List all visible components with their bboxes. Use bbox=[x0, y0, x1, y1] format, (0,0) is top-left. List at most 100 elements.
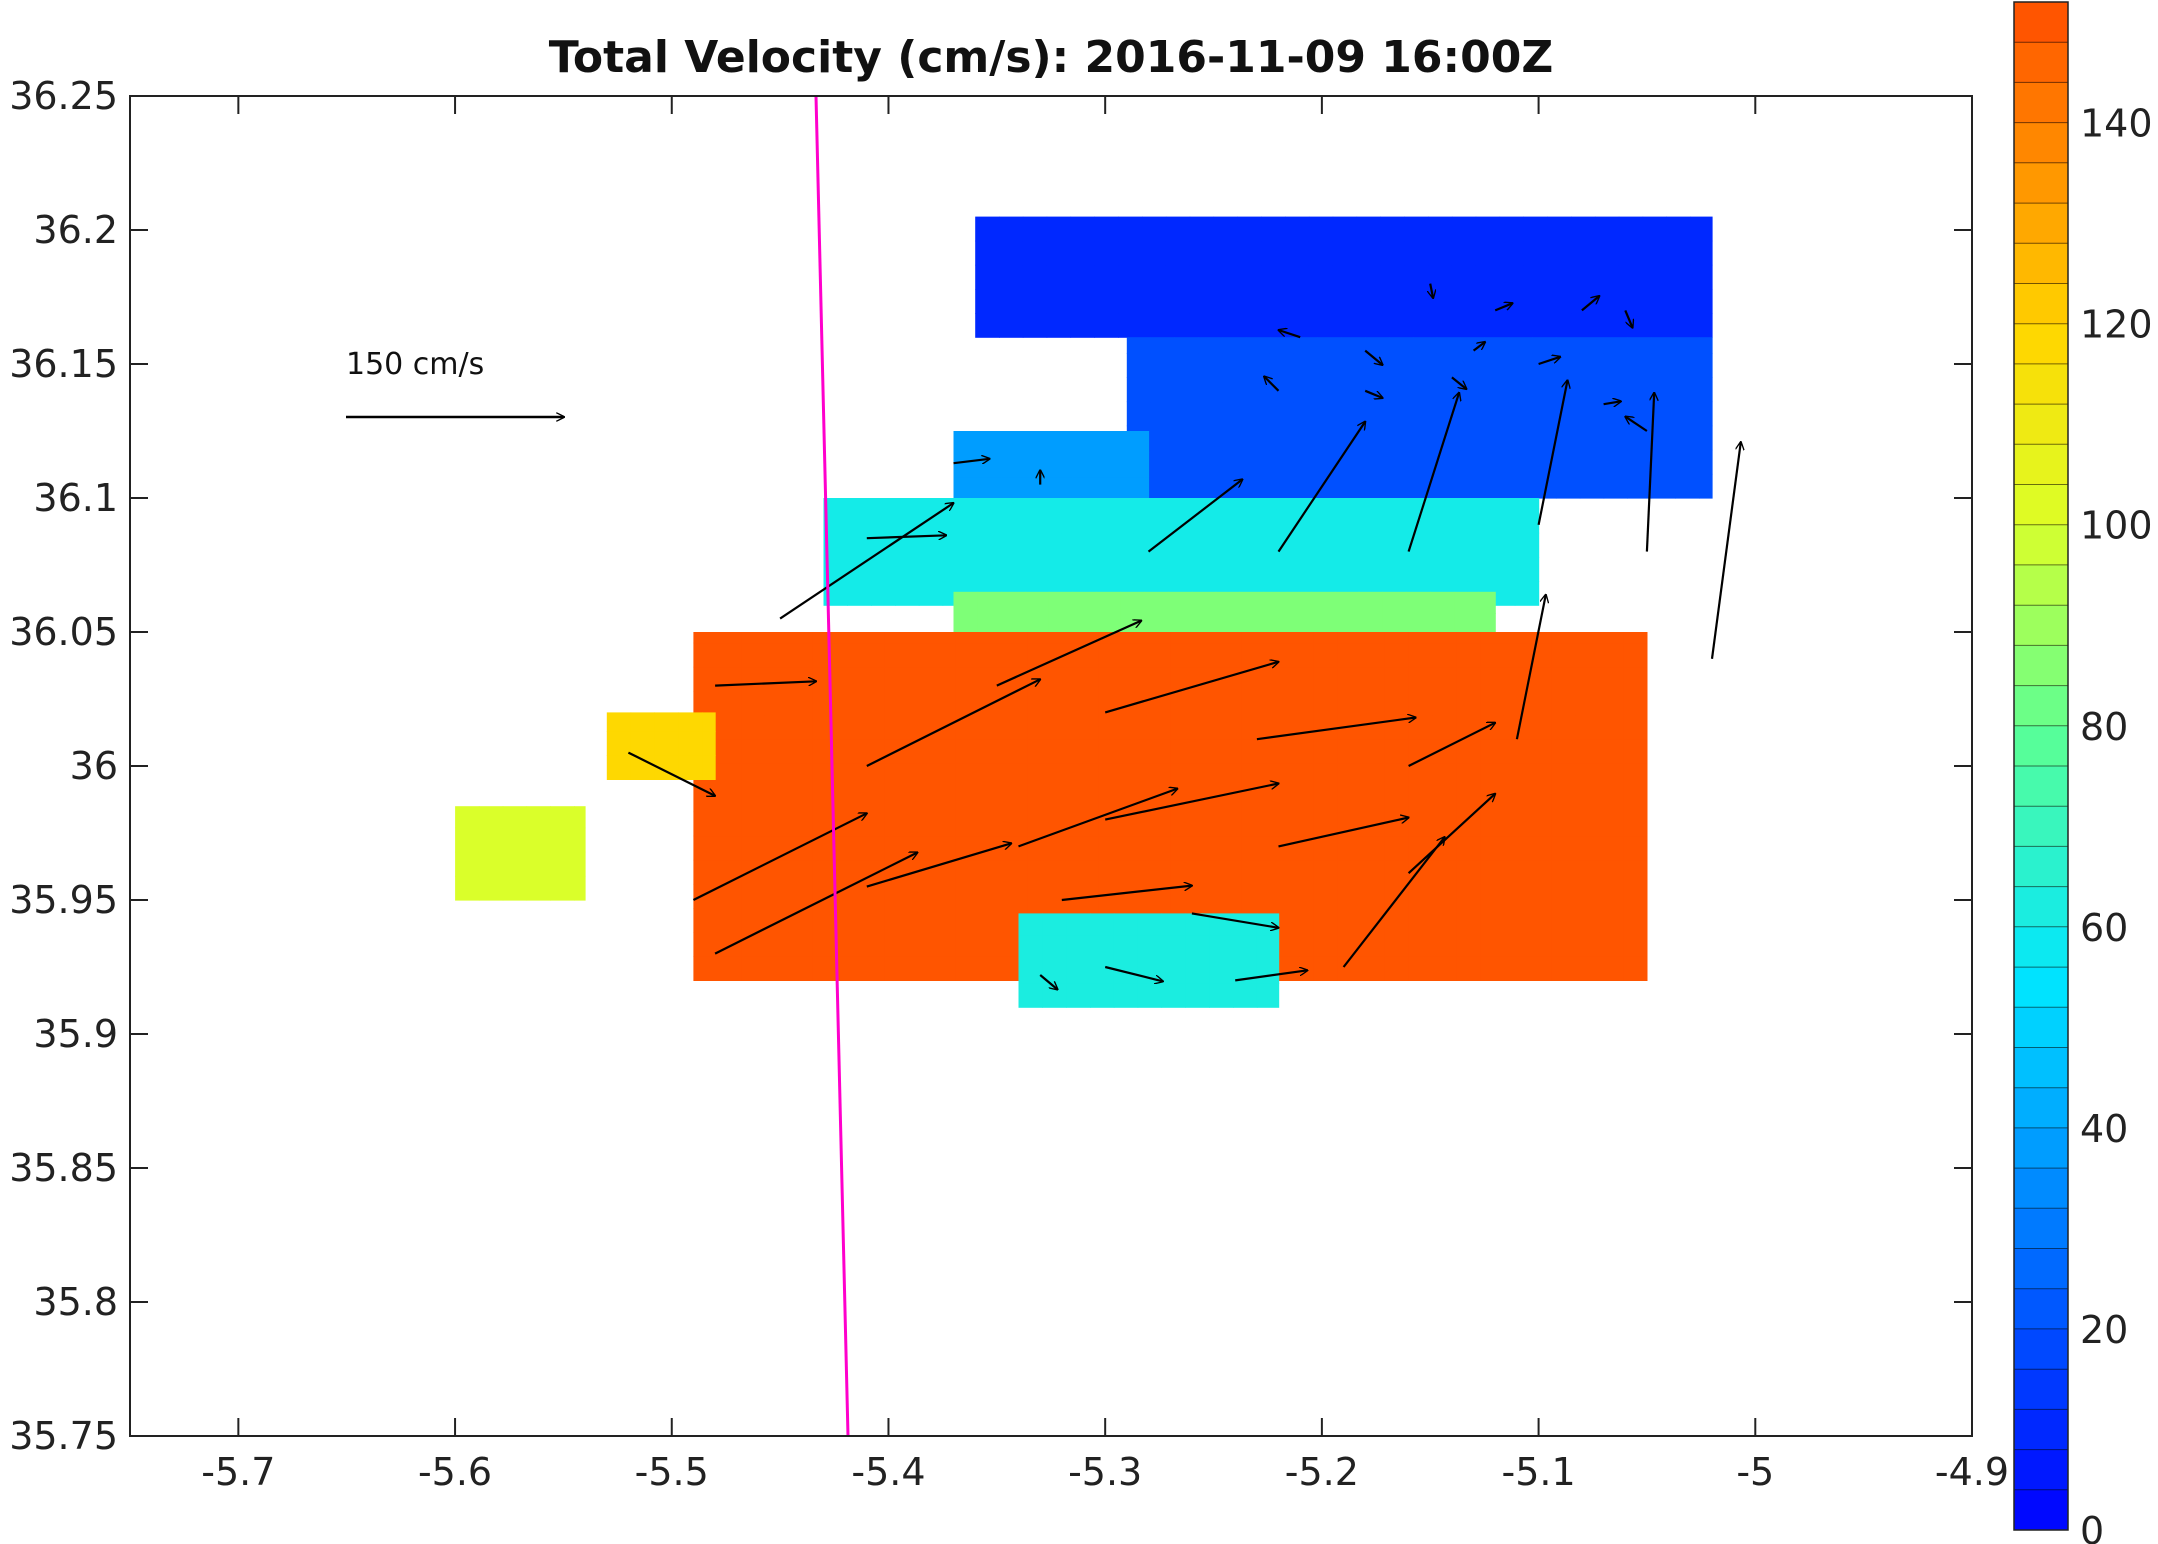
velocity-cell bbox=[1246, 473, 1271, 499]
velocity-cell bbox=[1332, 289, 1358, 314]
velocity-cell bbox=[931, 632, 957, 644]
velocity-cell bbox=[788, 739, 814, 764]
colorbar-level bbox=[2014, 484, 2068, 526]
velocity-cell bbox=[1014, 498, 1039, 510]
velocity-cell bbox=[1233, 913, 1258, 936]
velocity-cell bbox=[955, 739, 980, 764]
velocity-cell bbox=[1551, 642, 1576, 668]
velocity-cell bbox=[1051, 883, 1076, 909]
velocity-cell bbox=[550, 875, 575, 901]
velocity-cell bbox=[1380, 240, 1405, 266]
velocity-cell bbox=[478, 851, 504, 877]
velocity-cell bbox=[1480, 932, 1505, 957]
velocity-cell bbox=[1623, 908, 1648, 933]
velocity-cell bbox=[1365, 377, 1390, 403]
velocity-cell bbox=[1675, 377, 1700, 403]
velocity-cell bbox=[1599, 632, 1624, 644]
velocity-cell bbox=[1198, 401, 1223, 427]
velocity-cell bbox=[1432, 715, 1457, 740]
velocity-cell bbox=[1313, 908, 1338, 933]
velocity-cell bbox=[1256, 983, 1280, 1008]
velocity-cell bbox=[1194, 883, 1219, 909]
velocity-cell bbox=[999, 240, 1024, 266]
velocity-cell bbox=[871, 498, 896, 510]
velocity-cell bbox=[860, 859, 885, 885]
velocity-vector bbox=[1710, 442, 1741, 659]
colorbar-level bbox=[2014, 243, 2068, 284]
velocity-cell bbox=[1070, 240, 1095, 266]
velocity-cell bbox=[1090, 983, 1115, 1008]
velocity-cell bbox=[1337, 908, 1362, 933]
velocity-cell bbox=[918, 557, 944, 582]
velocity-cell bbox=[741, 739, 766, 764]
velocity-cell bbox=[1048, 452, 1074, 478]
velocity-cell bbox=[1456, 739, 1481, 764]
velocity-cell bbox=[1666, 264, 1691, 290]
velocity-cell bbox=[1120, 431, 1145, 453]
velocity-cell bbox=[1022, 216, 1048, 242]
velocity-cell bbox=[953, 452, 978, 478]
velocity-cell bbox=[1256, 959, 1280, 984]
velocity-cell bbox=[1503, 908, 1529, 933]
velocity-cell bbox=[1113, 983, 1139, 1008]
velocity-cell bbox=[1527, 691, 1553, 716]
velocity-cell bbox=[1337, 787, 1362, 813]
velocity-cell bbox=[836, 642, 861, 668]
velocity-cell bbox=[1651, 449, 1676, 475]
velocity-cell bbox=[1285, 264, 1310, 290]
velocity-cell bbox=[574, 875, 586, 901]
velocity-cell bbox=[1126, 377, 1152, 403]
velocity-cell bbox=[1109, 532, 1134, 558]
velocity-cell bbox=[884, 932, 909, 957]
velocity-cell bbox=[931, 835, 957, 861]
velocity-cell bbox=[1311, 591, 1336, 614]
velocity-cell bbox=[1432, 763, 1457, 788]
velocity-cell bbox=[931, 883, 957, 909]
velocity-cell bbox=[1575, 956, 1600, 981]
velocity-vector bbox=[1191, 912, 1279, 927]
colorbar-level bbox=[2014, 283, 2068, 325]
velocity-cell bbox=[1181, 557, 1206, 582]
velocity-cell bbox=[1070, 216, 1095, 242]
velocity-cell bbox=[1217, 632, 1243, 644]
velocity-cell bbox=[1098, 787, 1124, 813]
velocity-cell bbox=[550, 827, 575, 853]
velocity-cell bbox=[1070, 289, 1095, 314]
velocity-cell bbox=[1627, 473, 1652, 499]
velocity-cell bbox=[1246, 401, 1271, 427]
velocity-cell bbox=[1623, 811, 1648, 837]
velocity-cell bbox=[955, 932, 980, 957]
velocity-cell bbox=[999, 289, 1024, 314]
velocity-cell bbox=[1499, 240, 1524, 266]
velocity-cell bbox=[1456, 666, 1481, 692]
velocity-cell bbox=[1133, 532, 1158, 558]
velocity-cell bbox=[955, 666, 980, 692]
colorbar-tick-label: 80 bbox=[2080, 705, 2128, 749]
velocity-cell bbox=[1480, 632, 1505, 644]
velocity-vector bbox=[1364, 349, 1382, 365]
velocity-cell bbox=[977, 452, 1002, 478]
velocity-cell bbox=[836, 739, 861, 764]
velocity-cell bbox=[860, 883, 885, 909]
velocity-cell bbox=[1061, 508, 1087, 534]
velocity-cell bbox=[764, 908, 790, 933]
velocity-cell bbox=[1042, 913, 1067, 936]
velocity-cell bbox=[990, 532, 1015, 558]
velocity-cell bbox=[1380, 264, 1405, 290]
velocity-cell bbox=[526, 806, 551, 829]
velocity-cell bbox=[1285, 216, 1310, 242]
velocity-cell bbox=[1365, 401, 1390, 427]
velocity-cell bbox=[1389, 353, 1414, 378]
velocity-vector bbox=[1407, 794, 1496, 875]
velocity-cell bbox=[1480, 859, 1505, 885]
velocity-cell bbox=[1146, 642, 1171, 668]
velocity-cell bbox=[1347, 498, 1373, 510]
velocity-cell bbox=[1384, 739, 1410, 764]
colorbar-level bbox=[2014, 967, 2068, 1008]
velocity-cell bbox=[1170, 859, 1195, 885]
velocity-cell bbox=[1371, 557, 1397, 582]
colorbar-level bbox=[2014, 2, 2068, 43]
velocity-cell bbox=[574, 806, 586, 829]
velocity-cell bbox=[1144, 431, 1150, 453]
velocity-vector bbox=[1581, 296, 1599, 312]
